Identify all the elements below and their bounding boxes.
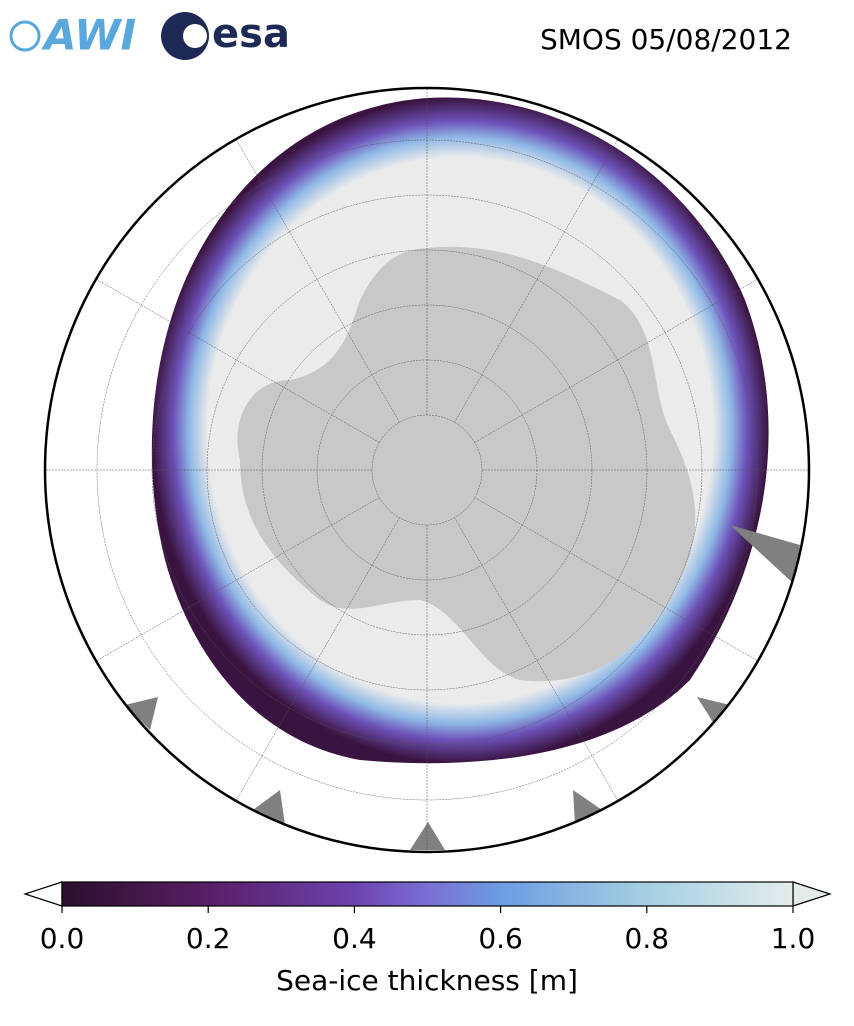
map-boundary bbox=[43, 86, 811, 854]
graticule bbox=[45, 88, 809, 852]
awi-logo: AWI bbox=[9, 11, 136, 60]
colorbar: Sea-ice thickness [m] 0.0 0.2 0.4 0.6 0.8 1.0 bbox=[23, 881, 832, 997]
meridian bbox=[89, 274, 380, 443]
colorbar-ramp bbox=[61, 881, 794, 907]
colorbar-extend-high bbox=[792, 881, 832, 907]
colorbar-extend-low bbox=[23, 881, 63, 907]
colorbar-tick-label: 0.0 bbox=[40, 922, 85, 955]
colorbar-tick-label: 1.0 bbox=[771, 922, 816, 955]
esa-logo-text: esa bbox=[212, 11, 290, 57]
colorbar-tick-label: 0.4 bbox=[332, 922, 377, 955]
meridian bbox=[454, 132, 623, 423]
awi-logo-text: AWI bbox=[41, 11, 136, 60]
colorbar-label: Sea-ice thickness [m] bbox=[276, 964, 578, 997]
meridian bbox=[474, 274, 765, 443]
meridian bbox=[231, 517, 400, 808]
map bbox=[45, 88, 809, 852]
map-title: SMOS 05/08/2012 bbox=[540, 23, 792, 56]
meridian bbox=[474, 497, 765, 666]
meridian bbox=[454, 517, 623, 808]
colorbar-tick-label: 0.6 bbox=[478, 922, 523, 955]
meridian bbox=[231, 132, 400, 423]
antarctica bbox=[237, 246, 696, 682]
colorbar-tick-label: 0.2 bbox=[186, 922, 231, 955]
meridian bbox=[89, 497, 380, 666]
esa-logo: esa bbox=[161, 11, 290, 60]
colorbar-tick-label: 0.8 bbox=[625, 922, 670, 955]
